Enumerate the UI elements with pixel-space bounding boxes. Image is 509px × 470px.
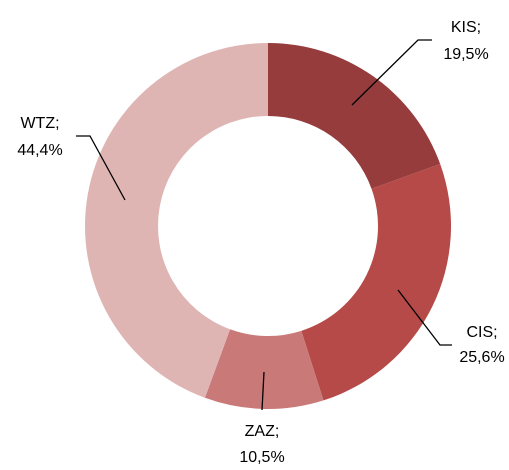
- data-label: 19,5%: [443, 46, 488, 63]
- donut: [85, 43, 452, 409]
- data-label: 25,6%: [459, 349, 504, 366]
- leader-line: [351, 39, 432, 106]
- donut-segment: [268, 43, 441, 189]
- data-label: 44,4%: [17, 142, 62, 159]
- category-label: ZAZ;: [245, 423, 280, 440]
- leader-line: [397, 289, 452, 346]
- leader-line: [76, 135, 126, 201]
- donut-segment: [204, 329, 324, 409]
- category-label: CIS;: [466, 324, 497, 341]
- category-label: WTZ;: [20, 115, 59, 132]
- donut-segment: [301, 164, 452, 401]
- category-label: KIS;: [451, 19, 481, 36]
- donut-segment: [85, 43, 268, 398]
- leader-line: [261, 371, 265, 411]
- data-label: 10,5%: [239, 449, 284, 466]
